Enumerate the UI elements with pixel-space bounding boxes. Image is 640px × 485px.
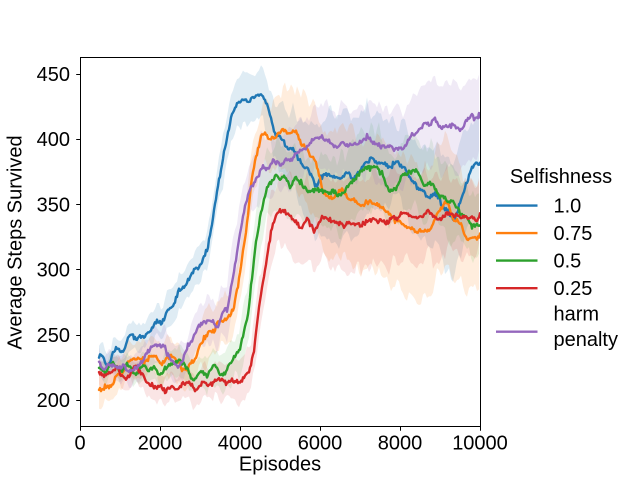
svg-text:8000: 8000 [378, 433, 423, 455]
svg-text:2000: 2000 [138, 433, 183, 455]
svg-text:10000: 10000 [452, 433, 508, 455]
svg-text:6000: 6000 [298, 433, 343, 455]
svg-text:1.0: 1.0 [554, 196, 582, 218]
svg-text:Episodes: Episodes [239, 454, 321, 476]
svg-text:Average Steps Survived: Average Steps Survived [5, 135, 27, 349]
svg-text:400: 400 [37, 129, 70, 151]
svg-text:harm: harm [554, 304, 600, 326]
svg-text:0: 0 [74, 433, 85, 455]
svg-text:penalty: penalty [554, 329, 619, 351]
svg-text:4000: 4000 [218, 433, 263, 455]
svg-text:250: 250 [37, 325, 70, 347]
svg-text:Selfishness: Selfishness [510, 166, 612, 188]
svg-text:300: 300 [37, 260, 70, 282]
svg-text:450: 450 [37, 64, 70, 86]
svg-text:200: 200 [37, 390, 70, 412]
svg-text:0.25: 0.25 [554, 278, 593, 300]
svg-text:0.75: 0.75 [554, 223, 593, 245]
svg-text:350: 350 [37, 194, 70, 216]
svg-text:0.5: 0.5 [554, 251, 582, 273]
